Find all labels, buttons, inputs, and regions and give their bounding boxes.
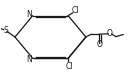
Text: N: N [26, 55, 32, 64]
Text: N: N [26, 10, 32, 19]
Text: O: O [107, 29, 113, 38]
Text: S: S [3, 26, 8, 35]
Text: O: O [96, 40, 102, 49]
Text: Cl: Cl [66, 62, 73, 71]
Text: Cl: Cl [71, 6, 79, 15]
